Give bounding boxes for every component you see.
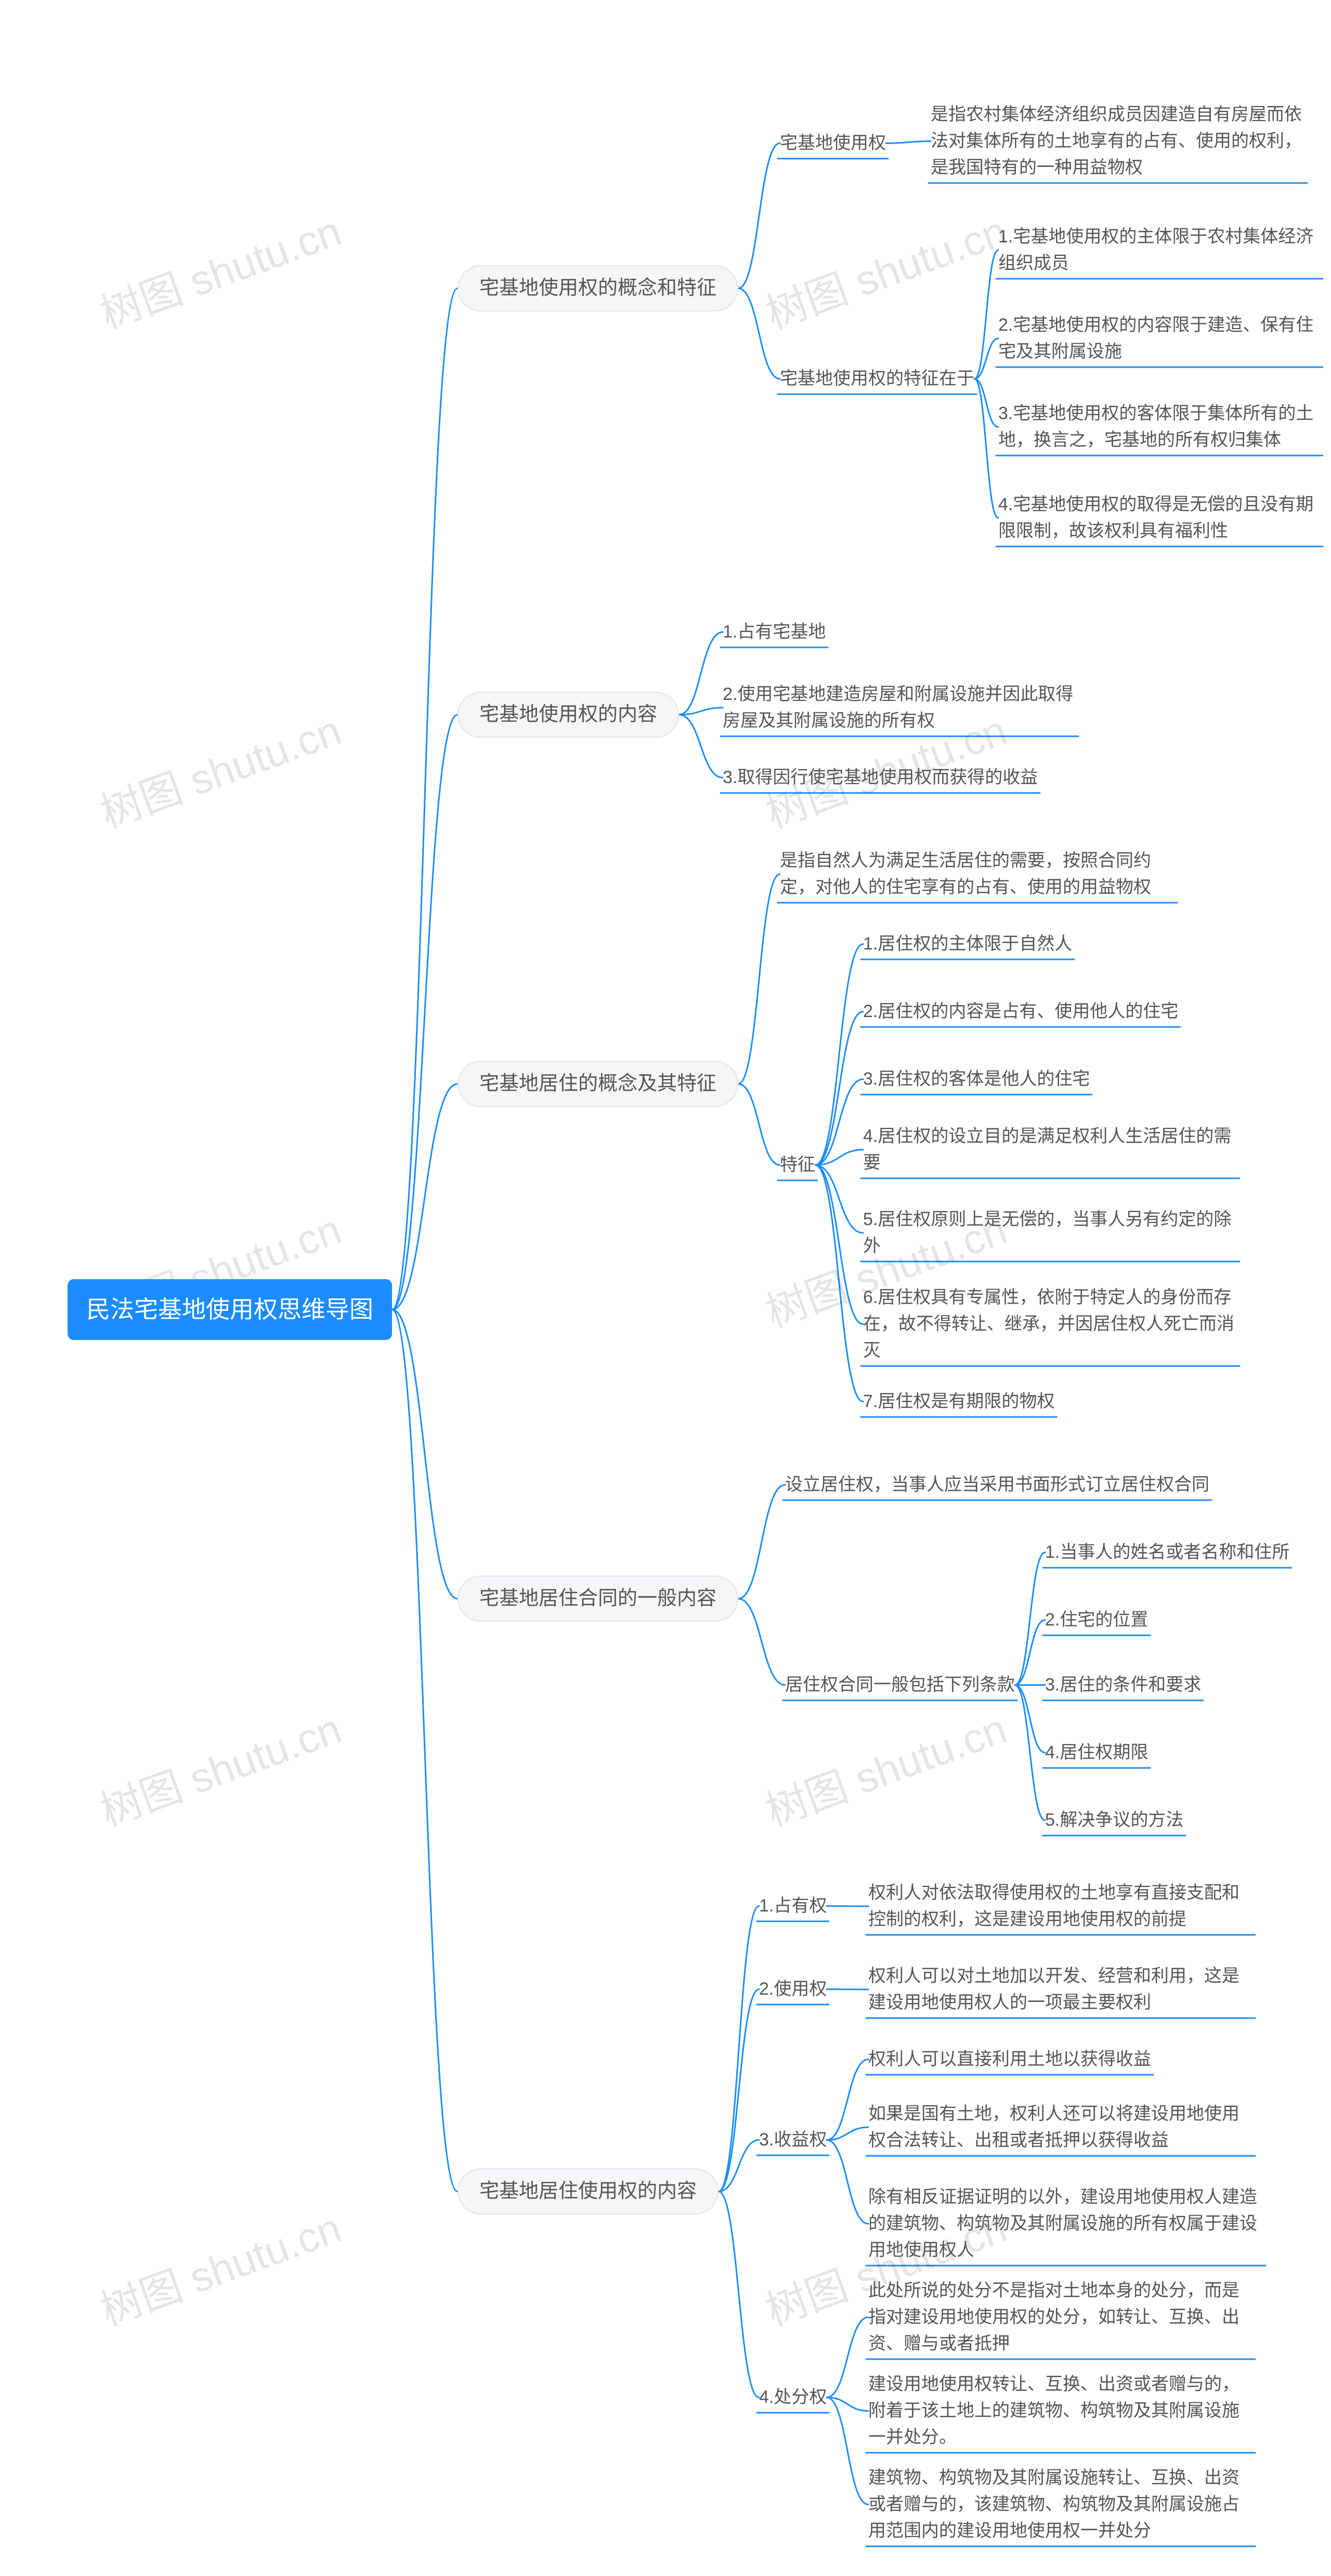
- mindmap-leaf: 此处所说的处分不是指对土地本身的处分，而是指对建设用地使用权的处分，如转让、互换…: [868, 2278, 1253, 2357]
- mindmap-edge: [679, 632, 723, 715]
- mindmap-edge: [815, 1165, 863, 1233]
- mindmap-edge: [827, 2398, 868, 2411]
- mindmap-branch[interactable]: 宅基地使用权的概念和特征: [458, 265, 738, 311]
- mindmap-edge: [827, 2140, 868, 2224]
- mindmap-edge: [392, 715, 458, 1310]
- mindmap-edge: [738, 1485, 785, 1599]
- mindmap-leaf: 是指农村集体经济组织成员因建造自有房屋而依法对集体所有的土地享有的占有、使用的权…: [931, 101, 1305, 181]
- mindmap-edge: [719, 1906, 759, 2192]
- mindmap-leaf: 如果是国有土地，权利人还可以将建设用地使用权合法转让、出租或者抵押以获得收益: [868, 2101, 1253, 2154]
- mindmap-subnode: 宅基地使用权: [780, 130, 886, 157]
- mindmap-subnode: 居住权合同一般包括下列条款: [785, 1672, 1015, 1698]
- mindmap-edge: [974, 339, 998, 379]
- mindmap-leaf: 权利人可以直接利用土地以获得收益: [868, 2046, 1151, 2073]
- mindmap-edge: [815, 1165, 863, 1324]
- mindmap-edge: [738, 1599, 785, 1685]
- mindmap-edge: [815, 1165, 863, 1402]
- mindmap-edge: [738, 289, 780, 379]
- mindmap-edge: [974, 379, 998, 427]
- mindmap-edge: [815, 1150, 863, 1165]
- mindmap-leaf: 5.解决争议的方法: [1045, 1807, 1183, 1833]
- mindmap-edge: [738, 144, 780, 289]
- mindmap-edge: [719, 2140, 759, 2192]
- mindmap-leaf: 权利人可以对土地加以开发、经营和利用，这是建设用地使用权人的一项最主要权利: [868, 1963, 1253, 2016]
- mindmap-leaf: 1.宅基地使用权的主体限于农村集体经济组织成员: [998, 224, 1321, 277]
- mindmap-leaf: 3.宅基地使用权的客体限于集体所有的土地，换言之，宅基地的所有权归集体: [998, 400, 1321, 453]
- mindmap-subnode: 2.使用权: [759, 1976, 827, 2002]
- mindmap-edge: [392, 1084, 458, 1310]
- mindmap-edge: [738, 1084, 780, 1165]
- mindmap-subnode: 特征: [780, 1152, 815, 1178]
- mindmap-edge: [827, 1989, 868, 1990]
- mindmap-branch[interactable]: 宅基地使用权的内容: [458, 692, 679, 738]
- mindmap-leaf: 2.居住权的内容是占有、使用他人的住宅: [863, 998, 1178, 1025]
- mindmap-edge: [815, 1012, 863, 1165]
- mindmap-leaf: 建筑物、构筑物及其附属设施转让、互换、出资或者赠与的，该建筑物、构筑物及其附属设…: [868, 2465, 1253, 2544]
- mindmap-edge: [827, 1906, 868, 1907]
- watermark-text: 树图 shutu.cn: [91, 697, 348, 840]
- mindmap-edge: [1015, 1685, 1045, 1820]
- mindmap-leaf: 1.占有宅基地: [723, 619, 826, 645]
- mindmap-leaf: 3.取得因行使宅基地使用权而获得的收益: [723, 764, 1038, 791]
- mindmap-root[interactable]: 民法宅基地使用权思维导图: [68, 1279, 392, 1340]
- mindmap-leaf: 建设用地使用权转让、互换、出资或者赠与的，附着于该土地上的建筑物、构筑物及其附属…: [868, 2371, 1253, 2451]
- mindmap-leaf: 权利人对依法取得使用权的土地享有直接支配和控制的权利，这是建设用地使用权的前提: [868, 1880, 1253, 1933]
- mindmap-edge: [679, 708, 723, 715]
- mindmap-leaf: 3.居住权的客体是他人的住宅: [863, 1066, 1090, 1092]
- watermark-text: 树图 shutu.cn: [756, 1696, 1014, 1839]
- mindmap-leaf: 6.居住权具有专属性，依附于特定人的身份而存在，故不得转让、继承，并因居住权人死…: [863, 1284, 1237, 1364]
- mindmap-leaf: 5.居住权原则上是无偿的，当事人另有约定的除外: [863, 1206, 1237, 1259]
- mindmap-edge: [827, 2318, 868, 2398]
- mindmap-leaf: 1.当事人的姓名或者名称和住所: [1045, 1539, 1289, 1566]
- mindmap-leaf: 3.居住的条件和要求: [1045, 1672, 1201, 1698]
- mindmap-branch[interactable]: 宅基地居住合同的一般内容: [458, 1576, 738, 1622]
- mindmap-branch[interactable]: 宅基地居住使用权的内容: [458, 2168, 719, 2215]
- mindmap-leaf: 1.居住权的主体限于自然人: [863, 931, 1072, 957]
- mindmap-edge: [719, 2192, 759, 2398]
- mindmap-leaf: 设立居住权，当事人应当采用书面形式订立居住权合同: [785, 1472, 1209, 1498]
- watermark-text: 树图 shutu.cn: [91, 2195, 348, 2338]
- mindmap-leaf: 2.宅基地使用权的内容限于建造、保有住宅及其附属设施: [998, 312, 1321, 365]
- mindmap-edge: [679, 715, 723, 778]
- mindmap-leaf: 4.居住权期限: [1045, 1739, 1148, 1766]
- mindmap-subnode: 1.占有权: [759, 1893, 827, 1919]
- mindmap-edge: [1015, 1685, 1045, 1753]
- watermark-text: 树图 shutu.cn: [91, 1696, 348, 1839]
- mindmap-edge: [1015, 1553, 1045, 1685]
- watermark-text: 树图 shutu.cn: [756, 198, 1014, 341]
- mindmap-edge: [719, 1989, 759, 2192]
- mindmap-edge: [1015, 1620, 1045, 1685]
- mindmap-edge: [392, 1310, 458, 1599]
- mindmap-edge: [886, 141, 931, 144]
- mindmap-leaf: 是指自然人为满足生活居住的需要，按照合同约定，对他人的住宅享有的占有、使用的用益…: [780, 848, 1175, 901]
- mindmap-canvas: 树图 shutu.cn 树图 shutu.cn 树图 shutu.cn 树图 shut…: [0, 0, 1331, 2576]
- mindmap-leaf: 2.使用宅基地建造房屋和附属设施并因此取得房屋及其附属设施的所有权: [723, 681, 1076, 734]
- mindmap-subnode: 4.处分权: [759, 2384, 827, 2411]
- mindmap-edge: [738, 874, 780, 1084]
- mindmap-edge: [392, 289, 458, 1310]
- mindmap-leaf: 2.住宅的位置: [1045, 1607, 1148, 1633]
- mindmap-leaf: 7.居住权是有期限的物权: [863, 1388, 1054, 1415]
- mindmap-leaf: 4.居住权的设立目的是满足权利人生活居住的需要: [863, 1123, 1237, 1176]
- mindmap-edge: [815, 1079, 863, 1165]
- mindmap-edge: [392, 1310, 458, 2192]
- mindmap-subnode: 3.收益权: [759, 2127, 827, 2153]
- mindmap-branch[interactable]: 宅基地居住的概念及其特征: [458, 1061, 738, 1107]
- mindmap-subnode: 宅基地使用权的特征在于: [780, 366, 974, 392]
- mindmap-edge: [827, 2060, 868, 2140]
- watermark-text: 树图 shutu.cn: [91, 198, 348, 341]
- mindmap-edge: [827, 2127, 868, 2140]
- mindmap-leaf: 4.宅基地使用权的取得是无偿的且没有期限限制，故该权利具有福利性: [998, 491, 1321, 544]
- mindmap-edge: [815, 944, 863, 1165]
- mindmap-edge: [974, 250, 998, 379]
- mindmap-edge: [827, 2398, 868, 2505]
- mindmap-edge: [974, 379, 998, 518]
- mindmap-leaf: 除有相反证据证明的以外，建设用地使用权人建造的建筑物、构筑物及其附属设施的所有权…: [868, 2184, 1263, 2263]
